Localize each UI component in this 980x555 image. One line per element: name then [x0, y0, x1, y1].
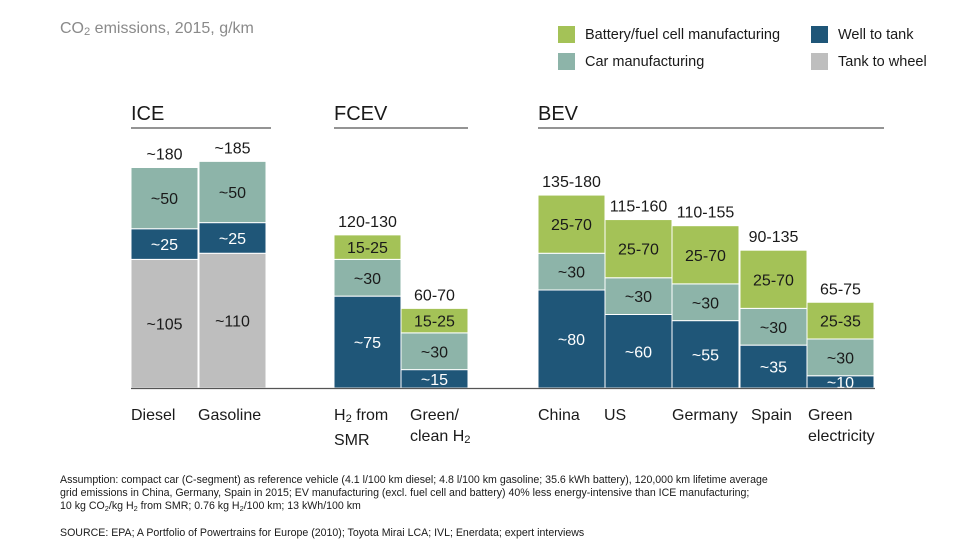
segment-label-us-well-to-tank: ~60 [625, 344, 652, 361]
x-label-diesel: Diesel [131, 407, 176, 424]
segment-label-us-battery-fuel-cell-manufacturing: 25-70 [618, 242, 659, 259]
total-label-green-electricity: 65-75 [820, 281, 861, 298]
bar-segment-diesel-well-to-tank [130, 228, 199, 260]
bar-segment-diesel-car-manufacturing [130, 167, 199, 230]
bar-segment-gasoline-tank-to-wheel [198, 252, 267, 389]
segment-label-green-clean-h2-battery-fuel-cell-manufacturing: 15-25 [414, 314, 455, 331]
subtitle-subscript: 2 [84, 26, 91, 38]
bar-segment-green-electricity-battery-fuel-cell-manufacturing [806, 301, 875, 340]
segment-label-diesel-car-manufacturing: ~50 [151, 191, 178, 208]
total-label-green-clean-h2: 60-70 [414, 287, 455, 304]
total-label-diesel: ~180 [146, 147, 182, 164]
segment-label-gasoline-tank-to-wheel: ~110 [215, 314, 250, 331]
legend-label-car-manufacturing: Car manufacturing [585, 53, 705, 70]
legend-label-battery: Battery/fuel cell manufacturing [585, 26, 781, 43]
bar-segment-green-electricity-car-manufacturing [806, 338, 875, 377]
bar-segment-spain-battery-fuel-cell-manufacturing [739, 249, 808, 309]
segment-label-green-electricity-well-to-tank: ~10 [827, 375, 854, 392]
segment-label-green-clean-h2-car-manufacturing: ~30 [421, 344, 448, 361]
x-label-green-h2-line2: clean H2 [410, 428, 471, 446]
segment-label-germany-battery-fuel-cell-manufacturing: 25-70 [685, 248, 726, 265]
segment-label-green-electricity-car-manufacturing: ~30 [827, 350, 854, 367]
x-label-h2-smr-line1: H2 from [334, 407, 389, 425]
legend-item-battery: Battery/fuel cell manufacturing [558, 26, 780, 43]
segment-label-gasoline-car-manufacturing: ~50 [219, 185, 246, 202]
x-label-spain: Spain [751, 407, 792, 424]
segment-label-germany-well-to-tank: ~55 [692, 347, 719, 364]
bar-segment-germany-car-manufacturing [671, 283, 740, 322]
segment-label-us-car-manufacturing: ~30 [625, 289, 652, 306]
legend-swatch-battery [558, 26, 575, 43]
segment-label-spain-well-to-tank: ~35 [760, 360, 787, 377]
total-label-us: 115-160 [610, 199, 668, 216]
legend-item-well-to-tank: Well to tank [811, 26, 914, 43]
legend-item-tank-to-wheel: Tank to wheel [811, 53, 927, 70]
bar-segment-china-battery-fuel-cell-manufacturing [537, 194, 606, 254]
segment-label-gasoline-well-to-tank: ~25 [219, 231, 246, 248]
footnote-line-3: 10 kg CO2/kg H2 from SMR; 0.76 kg H2/100… [60, 500, 361, 513]
bar-segment-green-clean-h2-car-manufacturing [400, 332, 469, 371]
chart-subtitle: CO2 emissions, 2015, g/km [60, 20, 254, 38]
footnote-line-2: grid emissions in China, Germany, Spain … [60, 487, 750, 499]
group-header-bev: BEV [538, 103, 579, 125]
segment-label-h2-from-smr-battery-fuel-cell-manufacturing: 15-25 [347, 240, 388, 257]
legend-swatch-car-manufacturing [558, 53, 575, 70]
x-label-h2-smr-line2: SMR [334, 432, 370, 449]
segment-label-germany-car-manufacturing: ~30 [692, 295, 719, 312]
legend-swatch-tank-to-wheel [811, 53, 828, 70]
segment-label-china-car-manufacturing: ~30 [558, 265, 585, 282]
segment-label-china-battery-fuel-cell-manufacturing: 25-70 [551, 217, 592, 234]
group-header-ice: ICE [131, 103, 164, 125]
total-label-spain: 90-135 [749, 229, 799, 246]
segment-label-h2-from-smr-car-manufacturing: ~30 [354, 271, 381, 288]
bar-segment-h2-from-smr-battery-fuel-cell-manufacturing [333, 234, 402, 260]
total-label-germany: 110-155 [677, 205, 735, 222]
footnote-line-1: Assumption: compact car (C-segment) as r… [60, 474, 768, 486]
x-label-gasoline: Gasoline [198, 407, 262, 424]
x-label-green-electricity-line2: electricity [808, 428, 875, 445]
x-label-green-h2-line1: Green/ [410, 407, 459, 424]
legend-swatch-well-to-tank [811, 26, 828, 43]
segment-label-diesel-tank-to-wheel: ~105 [146, 317, 182, 334]
subtitle-text: CO [60, 20, 84, 37]
stacked-bar-chart: ICE FCEV BEV ~105 ~25 ~50 ~180 ~110 ~25 ~50 ~185 ~7… [130, 103, 884, 392]
legend-label-well-to-tank: Well to tank [838, 26, 914, 43]
legend-item-car-manufacturing: Car manufacturing [558, 53, 704, 70]
segment-label-china-well-to-tank: ~80 [558, 332, 585, 349]
group-header-fcev: FCEV [334, 103, 388, 125]
source-note: SOURCE: EPA; A Portfolio of Powertrains … [60, 527, 585, 539]
segment-label-diesel-well-to-tank: ~25 [151, 237, 178, 254]
total-label-gasoline: ~185 [214, 140, 250, 157]
subtitle-text-rest: emissions, 2015, g/km [90, 20, 254, 37]
legend-label-tank-to-wheel: Tank to wheel [838, 53, 927, 70]
segment-label-h2-from-smr-well-to-tank: ~75 [354, 335, 381, 352]
x-label-us: US [604, 407, 627, 424]
x-label-china: China [538, 407, 580, 424]
bar-segment-h2-from-smr-car-manufacturing [333, 258, 402, 297]
bar-segment-diesel-tank-to-wheel [130, 258, 199, 389]
segment-label-green-clean-h2-well-to-tank: ~15 [421, 372, 448, 389]
total-label-china: 135-180 [542, 174, 601, 191]
bar-segment-spain-car-manufacturing [739, 307, 808, 346]
segment-label-spain-battery-fuel-cell-manufacturing: 25-70 [753, 272, 794, 289]
bar-segment-gasoline-car-manufacturing [198, 160, 267, 224]
footnote: Assumption: compact car (C-segment) as r… [60, 474, 960, 515]
x-label-green-electricity-line1: Green [808, 407, 853, 424]
x-label-green-electricity: Green electricity [808, 405, 875, 447]
bar-segment-china-car-manufacturing [537, 252, 606, 291]
segment-label-green-electricity-battery-fuel-cell-manufacturing: 25-35 [820, 314, 861, 331]
bar-segment-us-battery-fuel-cell-manufacturing [604, 219, 673, 279]
bar-segment-gasoline-well-to-tank [198, 222, 267, 254]
x-label-germany: Germany [672, 407, 738, 424]
bar-segment-germany-battery-fuel-cell-manufacturing [671, 225, 740, 285]
bar-segment-green-clean-h2-battery-fuel-cell-manufacturing [400, 307, 469, 334]
segment-label-spain-car-manufacturing: ~30 [760, 320, 787, 337]
x-label-green-h2: Green/ clean H2 [410, 405, 470, 451]
total-label-h2-from-smr: 120-130 [338, 214, 397, 231]
x-label-h2-smr: H2 from SMR [334, 405, 388, 451]
